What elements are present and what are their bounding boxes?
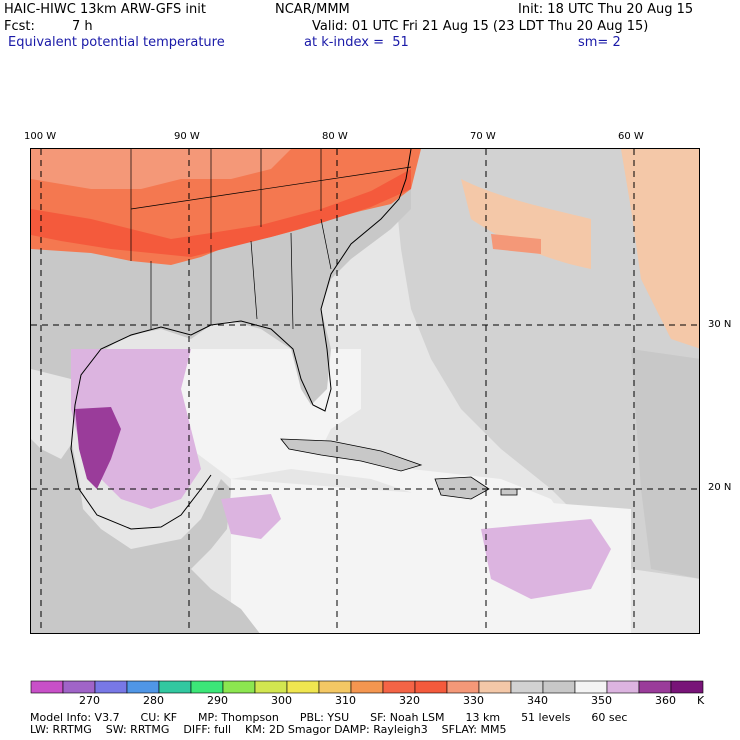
warm-band-red — [31, 169, 411, 257]
colorbar-swatch — [350, 680, 384, 694]
coastline — [70, 149, 412, 530]
fcst-value: 7 h — [72, 19, 93, 34]
yucatan-lavender — [221, 494, 281, 539]
mexico-light-area — [31, 369, 75, 459]
lon-label-80w: 80 W — [322, 131, 348, 142]
model-info-line1: Model Info: V3.7 CU: KF MP: Thompson PBL… — [30, 711, 628, 724]
gulf-purple — [75, 407, 121, 489]
colorbar-swatch — [126, 680, 160, 694]
colorbar-swatch — [30, 680, 64, 694]
colorbar-swatch — [286, 680, 320, 694]
colorbar-swatch — [670, 680, 704, 694]
org-label: NCAR/MMM — [275, 2, 350, 17]
colorbar — [30, 680, 704, 694]
colorbar-tick-label: 270 — [79, 694, 100, 707]
state-borders — [130, 149, 412, 330]
smoothing-label: sm= 2 — [578, 35, 621, 50]
colorbar-tick-label: 330 — [463, 694, 484, 707]
colorbar-swatch — [638, 680, 672, 694]
atlantic-tan-east — [621, 149, 699, 349]
colorbar-swatch — [190, 680, 224, 694]
colorbar-tick-label: 340 — [527, 694, 548, 707]
colorbar-unit: K — [697, 694, 705, 707]
colorbar-swatch — [222, 680, 256, 694]
colorbar-swatch — [574, 680, 608, 694]
level-label: at k-index = 51 — [304, 35, 409, 50]
cuba — [280, 438, 423, 472]
colorbar-swatch — [542, 680, 576, 694]
valid-time: Valid: 01 UTC Fri 21 Aug 15 (23 LDT Thu … — [312, 19, 649, 34]
mexico-land — [31, 439, 260, 633]
warm-band-salmon — [31, 149, 291, 189]
model-info-line2: LW: RRTMG SW: RRTMG DIFF: full KM: 2D Sm… — [30, 723, 507, 736]
model-title: HAIC-HIWC 13km ARW-GFS init — [4, 2, 206, 17]
lon-label-100w: 100 W — [24, 131, 57, 142]
atlantic-gray-region — [391, 149, 699, 579]
atlantic-salmon-patch — [491, 234, 541, 254]
fcst-label: Fcst: — [4, 19, 35, 34]
hispaniola — [434, 476, 490, 500]
lon-label-90w: 90 W — [174, 131, 200, 142]
theta-e-map — [30, 148, 700, 634]
colorbar-swatch — [318, 680, 352, 694]
colorbar-swatch — [510, 680, 544, 694]
atlantic-tan-band — [461, 179, 591, 269]
colorbar-swatch — [62, 680, 96, 694]
colorbar-tick-label: 360 — [655, 694, 676, 707]
colorbar-swatch — [414, 680, 448, 694]
lon-label-60w: 60 W — [618, 131, 644, 142]
colorbar-swatch — [254, 680, 288, 694]
colorbar-tick-label: 310 — [335, 694, 356, 707]
atlantic-gray-east — [631, 349, 699, 579]
colorbar-swatch — [94, 680, 128, 694]
colorbar-swatch — [446, 680, 480, 694]
colorbar-tick-label: 300 — [271, 694, 292, 707]
lat-label-30n: 30 N — [708, 319, 732, 330]
caribbean-lavender — [481, 519, 611, 599]
lon-label-70w: 70 W — [470, 131, 496, 142]
field-name: Equivalent potential temperature — [8, 35, 225, 50]
colorbar-tick-label: 280 — [143, 694, 164, 707]
lat-lon-grid — [31, 149, 699, 633]
colorbar-swatch — [382, 680, 416, 694]
colorbar-tick-label: 350 — [591, 694, 612, 707]
lat-label-20n: 20 N — [708, 482, 732, 493]
puerto-rico — [500, 488, 518, 496]
colorbar-swatch — [478, 680, 512, 694]
colorbar-tick-label: 320 — [399, 694, 420, 707]
map-canvas — [31, 149, 699, 633]
colorbar-tick-label: 290 — [207, 694, 228, 707]
colorbar-swatch — [606, 680, 640, 694]
init-time: Init: 18 UTC Thu 20 Aug 15 — [518, 2, 694, 17]
colorbar-swatch — [158, 680, 192, 694]
